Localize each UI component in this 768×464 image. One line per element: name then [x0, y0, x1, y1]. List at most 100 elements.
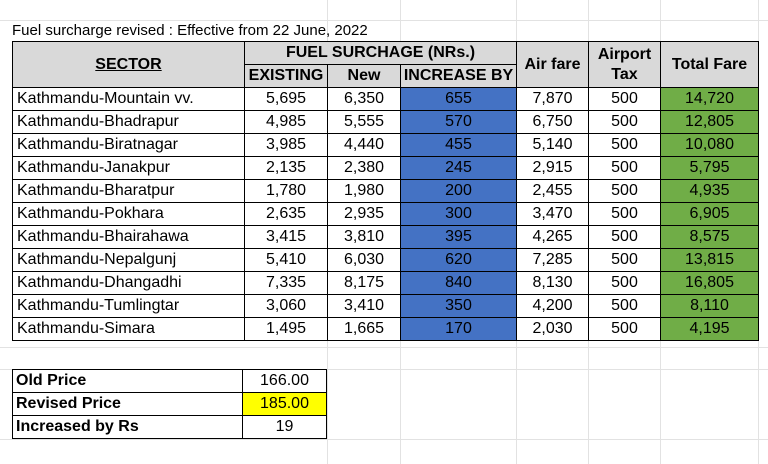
fuel-surcharge-header[interactable]: FUEL SURCHAGE (NRs.) — [244, 41, 517, 65]
sector-cell[interactable]: Kathmandu-Nepalgunj — [12, 248, 245, 272]
increase-cell[interactable]: 840 — [400, 271, 517, 295]
existing-surcharge-cell[interactable]: 7,335 — [244, 271, 328, 295]
total-fare-cell[interactable]: 6,905 — [660, 202, 759, 226]
sector-cell[interactable]: Kathmandu-Pokhara — [12, 202, 245, 226]
air-fare-cell[interactable]: 6,750 — [516, 110, 589, 134]
airport-tax-cell[interactable]: 500 — [588, 156, 661, 180]
sector-cell[interactable]: Kathmandu-Tumlingtar — [12, 294, 245, 318]
increase-by-header[interactable]: INCREASE BY — [400, 64, 517, 88]
airport-tax-cell[interactable]: 500 — [588, 133, 661, 157]
existing-header[interactable]: EXISTING — [244, 64, 328, 88]
increase-cell[interactable]: 245 — [400, 156, 517, 180]
table-row: Kathmandu-Bharatpur 1,780 1,980 200 2,455 500… — [12, 179, 759, 203]
old-price-value[interactable]: 166.00 — [242, 369, 327, 393]
sector-cell[interactable]: Kathmandu-Simara — [12, 317, 245, 341]
new-surcharge-cell[interactable]: 2,380 — [327, 156, 401, 180]
total-fare-cell[interactable]: 13,815 — [660, 248, 759, 272]
new-surcharge-cell[interactable]: 2,935 — [327, 202, 401, 226]
existing-surcharge-cell[interactable]: 3,985 — [244, 133, 328, 157]
air-fare-cell[interactable]: 7,285 — [516, 248, 589, 272]
increase-cell[interactable]: 170 — [400, 317, 517, 341]
airport-tax-cell[interactable]: 500 — [588, 294, 661, 318]
total-fare-cell[interactable]: 8,575 — [660, 225, 759, 249]
gridline — [0, 369, 768, 370]
increased-by-value[interactable]: 19 — [242, 415, 327, 439]
total-fare-cell[interactable]: 4,935 — [660, 179, 759, 203]
increase-cell[interactable]: 300 — [400, 202, 517, 226]
table-row: Kathmandu-Biratnagar 3,985 4,440 455 5,140 50… — [12, 133, 759, 157]
air-fare-cell[interactable]: 4,265 — [516, 225, 589, 249]
increase-cell[interactable]: 620 — [400, 248, 517, 272]
sector-cell[interactable]: Kathmandu-Dhangadhi — [12, 271, 245, 295]
revised-price-label[interactable]: Revised Price — [12, 392, 243, 416]
total-fare-cell[interactable]: 4,195 — [660, 317, 759, 341]
airport-tax-cell[interactable]: 500 — [588, 317, 661, 341]
increase-cell[interactable]: 395 — [400, 225, 517, 249]
table-row: Kathmandu-Mountain vv. 5,695 6,350 655 7,870… — [12, 87, 759, 111]
airport-tax-header[interactable]: Airport Tax — [588, 41, 661, 88]
airport-tax-cell[interactable]: 500 — [588, 110, 661, 134]
air-fare-cell[interactable]: 3,470 — [516, 202, 589, 226]
new-surcharge-cell[interactable]: 3,410 — [327, 294, 401, 318]
old-price-label[interactable]: Old Price — [12, 369, 243, 393]
existing-surcharge-cell[interactable]: 2,135 — [244, 156, 328, 180]
new-surcharge-cell[interactable]: 1,665 — [327, 317, 401, 341]
total-fare-cell[interactable]: 14,720 — [660, 87, 759, 111]
new-surcharge-cell[interactable]: 4,440 — [327, 133, 401, 157]
price-table: Old Price 166.00 Revised Price 185.00 In… — [12, 369, 327, 439]
air-fare-cell[interactable]: 2,455 — [516, 179, 589, 203]
total-fare-cell[interactable]: 10,080 — [660, 133, 759, 157]
existing-surcharge-cell[interactable]: 5,695 — [244, 87, 328, 111]
total-fare-cell[interactable]: 12,805 — [660, 110, 759, 134]
revised-price-value[interactable]: 185.00 — [242, 392, 327, 416]
new-surcharge-cell[interactable]: 6,350 — [327, 87, 401, 111]
existing-surcharge-cell[interactable]: 3,415 — [244, 225, 328, 249]
increase-cell[interactable]: 350 — [400, 294, 517, 318]
air-fare-cell[interactable]: 2,915 — [516, 156, 589, 180]
total-fare-header[interactable]: Total Fare — [660, 41, 759, 88]
increase-cell[interactable]: 200 — [400, 179, 517, 203]
new-header[interactable]: New — [327, 64, 401, 88]
new-surcharge-cell[interactable]: 6,030 — [327, 248, 401, 272]
table-row: Kathmandu-Janakpur 2,135 2,380 245 2,915 500 5… — [12, 156, 759, 180]
air-fare-cell[interactable]: 8,130 — [516, 271, 589, 295]
total-fare-cell[interactable]: 5,795 — [660, 156, 759, 180]
increase-cell[interactable]: 455 — [400, 133, 517, 157]
air-fare-cell[interactable]: 2,030 — [516, 317, 589, 341]
sector-cell[interactable]: Kathmandu-Bhadrapur — [12, 110, 245, 134]
airport-tax-cell[interactable]: 500 — [588, 248, 661, 272]
sector-cell[interactable]: Kathmandu-Bharatpur — [12, 179, 245, 203]
old-price-row: Old Price 166.00 — [12, 369, 327, 393]
air-fare-cell[interactable]: 5,140 — [516, 133, 589, 157]
existing-surcharge-cell[interactable]: 3,060 — [244, 294, 328, 318]
increase-cell[interactable]: 655 — [400, 87, 517, 111]
sector-cell[interactable]: Kathmandu-Biratnagar — [12, 133, 245, 157]
airport-tax-cell[interactable]: 500 — [588, 87, 661, 111]
existing-surcharge-cell[interactable]: 4,985 — [244, 110, 328, 134]
sector-cell[interactable]: Kathmandu-Janakpur — [12, 156, 245, 180]
existing-surcharge-cell[interactable]: 1,495 — [244, 317, 328, 341]
sector-cell[interactable]: Kathmandu-Mountain vv. — [12, 87, 245, 111]
airport-tax-cell[interactable]: 500 — [588, 225, 661, 249]
existing-surcharge-cell[interactable]: 2,635 — [244, 202, 328, 226]
airport-tax-cell[interactable]: 500 — [588, 179, 661, 203]
existing-surcharge-cell[interactable]: 1,780 — [244, 179, 328, 203]
air-fare-cell[interactable]: 4,200 — [516, 294, 589, 318]
air-fare-cell[interactable]: 7,870 — [516, 87, 589, 111]
total-fare-cell[interactable]: 16,805 — [660, 271, 759, 295]
increase-cell[interactable]: 570 — [400, 110, 517, 134]
new-surcharge-cell[interactable]: 1,980 — [327, 179, 401, 203]
new-surcharge-cell[interactable]: 3,810 — [327, 225, 401, 249]
new-surcharge-cell[interactable]: 8,175 — [327, 271, 401, 295]
new-surcharge-cell[interactable]: 5,555 — [327, 110, 401, 134]
sector-cell[interactable]: Kathmandu-Bhairahawa — [12, 225, 245, 249]
total-fare-cell[interactable]: 8,110 — [660, 294, 759, 318]
airport-tax-cell[interactable]: 500 — [588, 271, 661, 295]
airport-tax-cell[interactable]: 500 — [588, 202, 661, 226]
gridline — [0, 20, 768, 21]
air-fare-header[interactable]: Air fare — [516, 41, 589, 88]
existing-surcharge-cell[interactable]: 5,410 — [244, 248, 328, 272]
sector-header[interactable]: SECTOR — [12, 41, 245, 88]
increased-by-label[interactable]: Increased by Rs — [12, 415, 243, 439]
gridline — [0, 439, 768, 440]
